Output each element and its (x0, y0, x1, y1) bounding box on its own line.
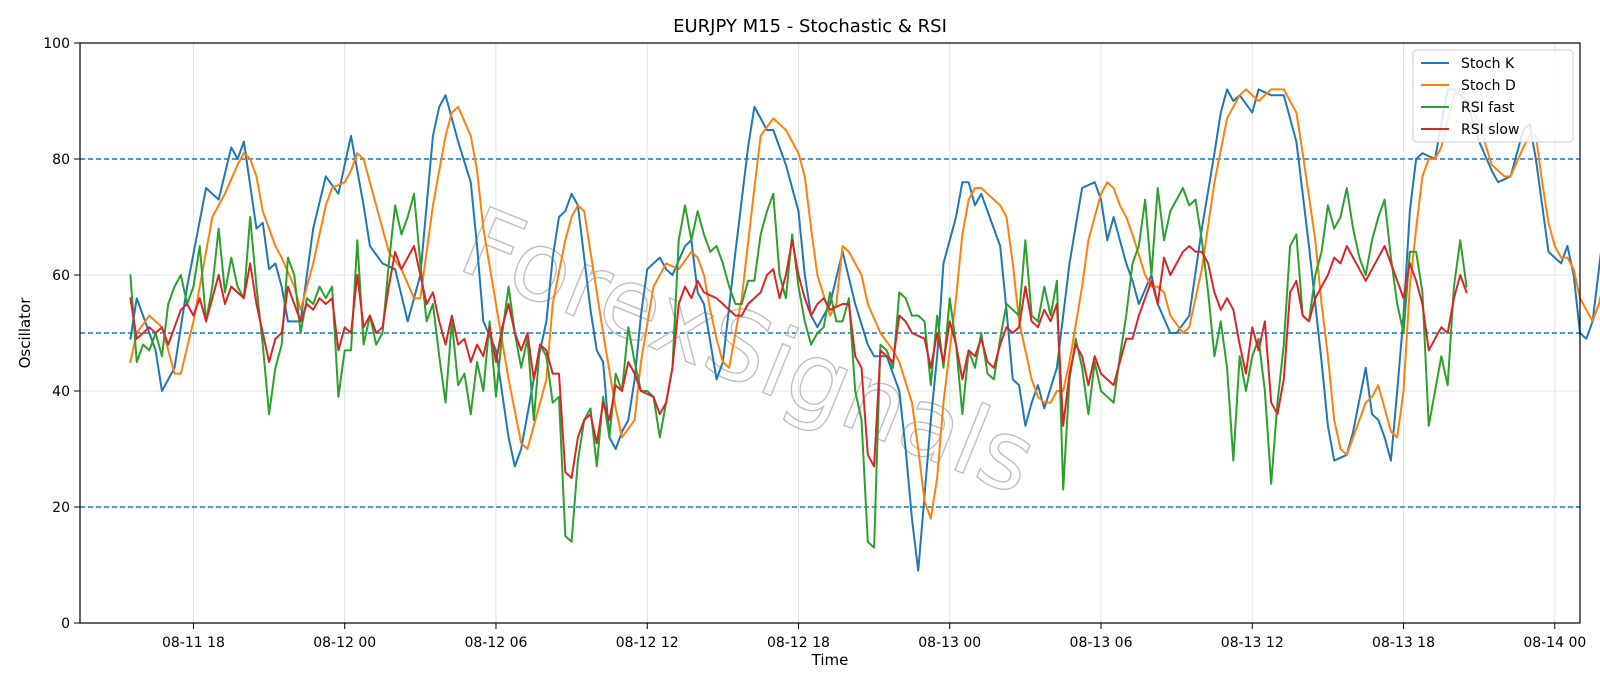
x-tick-label-5: 08-13 00 (918, 635, 981, 651)
x-tick-label-4: 08-12 18 (767, 635, 830, 651)
legend-label-stoch-d: Stoch D (1461, 78, 1516, 94)
legend: Stoch K Stoch D RSI fast RSI slow (1412, 49, 1574, 143)
x-tick-label-3: 08-12 12 (616, 635, 679, 651)
x-tick-label-1: 08-12 00 (313, 635, 376, 651)
y-tick-label-3: 60 (52, 268, 70, 284)
reference-lines (80, 158, 1580, 508)
legend-label-rsi-fast: RSI fast (1461, 100, 1515, 116)
x-tick-label-6: 08-13 06 (1070, 635, 1133, 651)
x-tick-label-7: 08-13 12 (1221, 635, 1284, 651)
y-tick-label-0: 0 (61, 616, 70, 632)
y-tick-label-4: 80 (52, 152, 70, 168)
plot-frame (79, 42, 1581, 624)
y-tick-label-1: 20 (52, 500, 70, 516)
y-tick-label-2: 40 (52, 384, 70, 400)
legend-label-stoch-k: Stoch K (1461, 56, 1515, 72)
legend-box (1412, 49, 1574, 143)
series-line-stoch-k (129, 88, 1600, 572)
y-axis-title: Oscillator (16, 297, 34, 369)
y-axis-ticks: 0 20 40 60 80 100 (43, 36, 80, 632)
x-tick-label-8: 08-13 18 (1372, 635, 1435, 651)
series-line-rsi-slow (129, 239, 1468, 479)
x-axis-ticks: 08-11 18 08-12 00 08-12 06 08-12 12 08-12 18… (162, 623, 1586, 651)
x-tick-label-9: 08-14 00 (1523, 635, 1586, 651)
x-tick-label-0: 08-11 18 (162, 635, 225, 651)
y-tick-label-5: 100 (43, 36, 70, 52)
series-line-stoch-d (129, 88, 1600, 520)
x-tick-label-2: 08-12 06 (464, 635, 527, 651)
legend-label-rsi-slow: RSI slow (1461, 122, 1519, 138)
chart-title: EURJPY M15 - Stochastic & RSI (673, 16, 947, 37)
x-axis-title: Time (811, 651, 849, 669)
series-lines (129, 88, 1600, 572)
